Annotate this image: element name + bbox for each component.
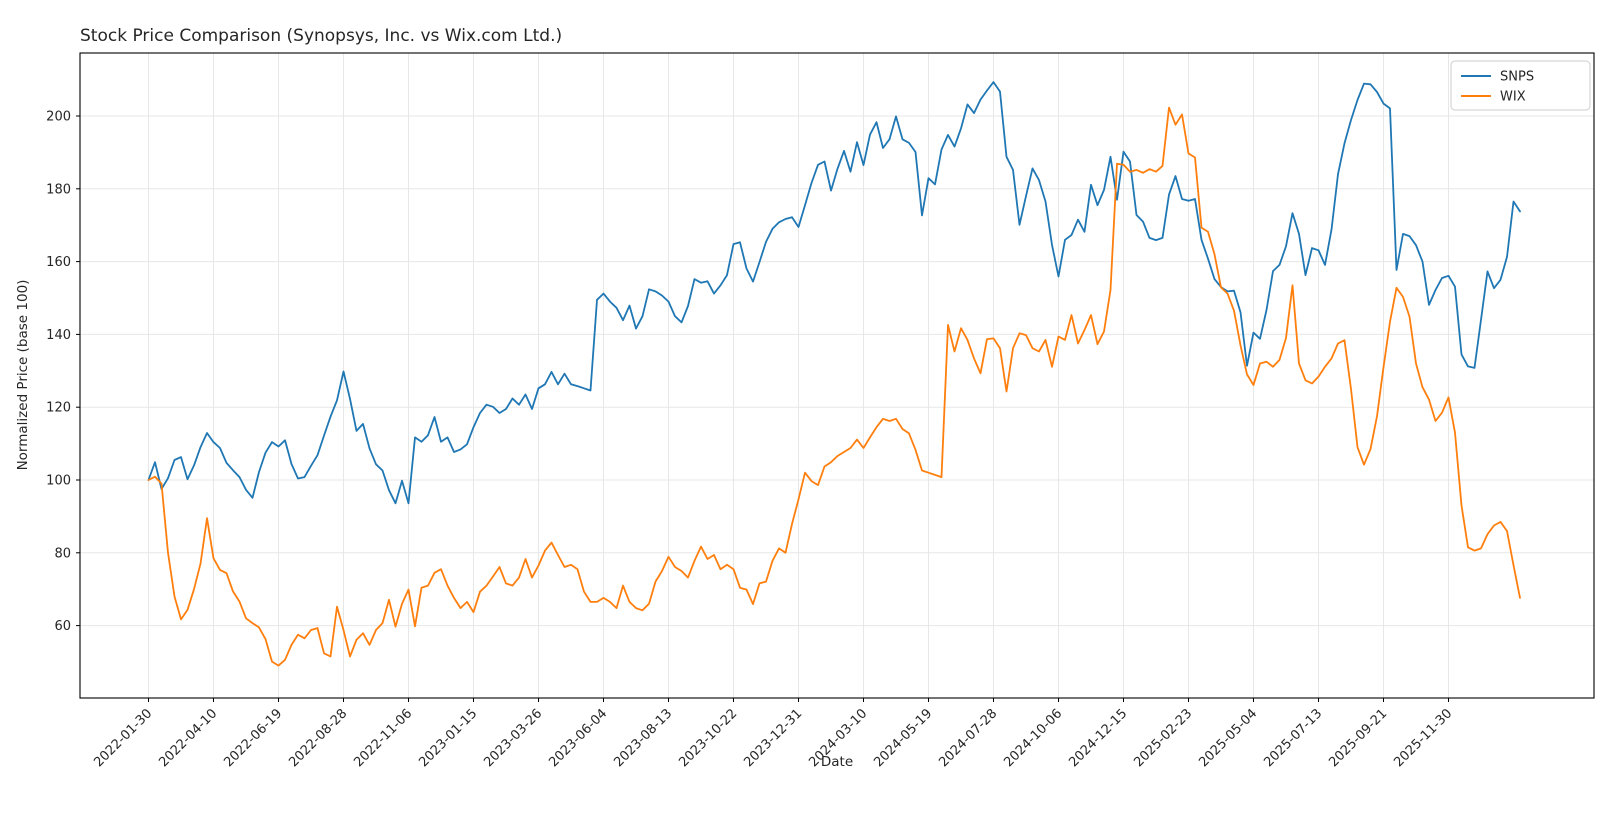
x-tick-label: 2025-09-21 — [1326, 706, 1390, 770]
x-tick-label: 2024-05-19 — [871, 706, 935, 770]
grid-lines — [80, 53, 1594, 698]
y-tick-label: 200 — [46, 110, 71, 125]
y-axis-label: Normalized Price (base 100) — [15, 280, 31, 471]
legend: SNPS WIX — [1450, 60, 1591, 111]
legend-label-wix: WIX — [1500, 90, 1526, 105]
x-tick-label: 2025-02-23 — [1131, 706, 1195, 770]
plot-border — [79, 52, 1595, 699]
x-tick-label: 2025-07-13 — [1261, 706, 1325, 770]
x-tick-label: 2022-01-30 — [91, 706, 155, 770]
y-tick-label: 140 — [46, 328, 71, 343]
x-tick-label: 2025-05-04 — [1196, 706, 1260, 770]
legend-label-snps: SNPS — [1500, 70, 1534, 85]
data-series — [147, 81, 1521, 667]
series-line-wix — [147, 106, 1521, 667]
y-tick-label: 160 — [46, 255, 71, 270]
x-tick-label: 2023-06-04 — [546, 706, 610, 770]
chart-title: Stock Price Comparison (Synopsys, Inc. v… — [80, 26, 562, 46]
x-tick-label: 2022-06-19 — [221, 706, 285, 770]
x-tick-label: 2023-12-31 — [741, 706, 805, 770]
x-tick-label: 2023-01-15 — [416, 706, 480, 770]
axis-ticks: 60 80 100 120 140 160 180 200 2022-01-30 2022-04-… — [46, 110, 1455, 771]
series-line-snps — [147, 81, 1521, 505]
x-tick-label: 2023-03-26 — [481, 706, 545, 770]
y-tick-label: 100 — [46, 474, 71, 489]
x-tick-label: 2023-08-13 — [611, 706, 675, 770]
y-tick-label: 180 — [46, 182, 71, 197]
x-tick-label: 2024-07-28 — [936, 706, 1000, 770]
x-axis-label: Date — [821, 754, 853, 770]
x-tick-label: 2024-12-15 — [1066, 706, 1130, 770]
x-tick-label: 2022-08-28 — [286, 706, 350, 770]
y-tick-label: 120 — [46, 401, 71, 416]
x-tick-label: 2024-10-06 — [1001, 706, 1065, 770]
x-tick-label: 2022-04-10 — [156, 706, 220, 770]
legend-box — [1450, 60, 1591, 111]
x-tick-label: 2025-11-30 — [1391, 706, 1455, 770]
y-tick-label: 60 — [54, 619, 71, 634]
y-tick-label: 80 — [54, 546, 71, 561]
x-tick-label: 2022-11-06 — [351, 706, 415, 770]
x-tick-label: 2023-10-22 — [676, 706, 740, 770]
